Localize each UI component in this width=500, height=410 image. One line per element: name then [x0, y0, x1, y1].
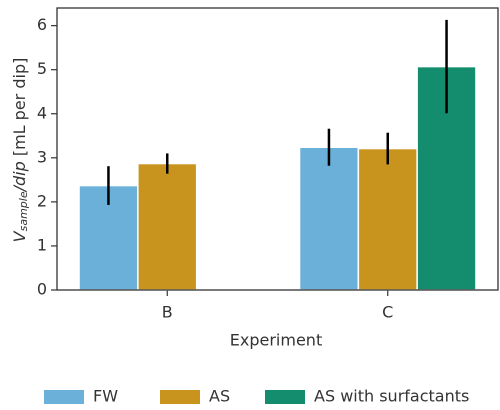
y-label-rest: /dip [10, 161, 29, 193]
y-tick-label: 5 [37, 59, 47, 78]
legend-label: AS [209, 387, 230, 406]
y-tick-label: 6 [37, 15, 47, 34]
y-axis-label: Vsample/dip [mL per dip] [10, 58, 31, 243]
legend-label: FW [93, 387, 118, 406]
y-tick-label: 4 [37, 103, 47, 122]
bar [137, 162, 198, 291]
legend-swatch [265, 390, 305, 404]
y-label-unit: [mL per dip] [10, 58, 29, 162]
y-tick-label: 0 [37, 280, 47, 299]
y-label-symbol: V [10, 230, 29, 242]
x-tick-label: B [162, 303, 173, 322]
bar [298, 146, 360, 291]
legend-label: AS with surfactants [314, 387, 469, 406]
y-tick-label: 3 [37, 147, 47, 166]
legend-swatch [44, 390, 84, 404]
y-tick-label: 2 [37, 191, 47, 210]
legend-swatch [160, 390, 200, 404]
plot-frame [56, 7, 499, 291]
x-axis-label: Experiment [230, 331, 322, 350]
y-tick-label: 1 [37, 235, 47, 254]
bar [357, 147, 418, 291]
x-tick-label: C [382, 303, 393, 322]
y-label-subscript: sample [17, 191, 30, 231]
